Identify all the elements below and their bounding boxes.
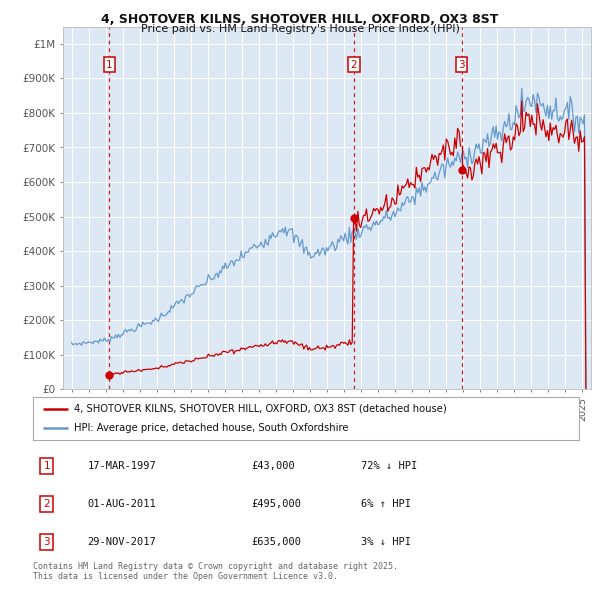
Text: 2: 2 xyxy=(350,60,357,70)
Text: 3% ↓ HPI: 3% ↓ HPI xyxy=(361,537,410,547)
Text: 4, SHOTOVER KILNS, SHOTOVER HILL, OXFORD, OX3 8ST: 4, SHOTOVER KILNS, SHOTOVER HILL, OXFORD… xyxy=(101,13,499,26)
Text: 3: 3 xyxy=(458,60,465,70)
Text: £635,000: £635,000 xyxy=(251,537,301,547)
Text: 72% ↓ HPI: 72% ↓ HPI xyxy=(361,461,417,471)
Text: 3: 3 xyxy=(43,537,50,547)
Text: 17-MAR-1997: 17-MAR-1997 xyxy=(88,461,157,471)
Text: Contains HM Land Registry data © Crown copyright and database right 2025.
This d: Contains HM Land Registry data © Crown c… xyxy=(33,562,398,581)
Text: 4, SHOTOVER KILNS, SHOTOVER HILL, OXFORD, OX3 8ST (detached house): 4, SHOTOVER KILNS, SHOTOVER HILL, OXFORD… xyxy=(74,404,446,414)
Text: 01-AUG-2011: 01-AUG-2011 xyxy=(88,499,157,509)
Text: 29-NOV-2017: 29-NOV-2017 xyxy=(88,537,157,547)
Text: £43,000: £43,000 xyxy=(251,461,295,471)
Text: HPI: Average price, detached house, South Oxfordshire: HPI: Average price, detached house, Sout… xyxy=(74,423,349,433)
Text: 2: 2 xyxy=(43,499,50,509)
Text: £495,000: £495,000 xyxy=(251,499,301,509)
Text: 1: 1 xyxy=(43,461,50,471)
Text: 1: 1 xyxy=(106,60,112,70)
Text: Price paid vs. HM Land Registry's House Price Index (HPI): Price paid vs. HM Land Registry's House … xyxy=(140,24,460,34)
Text: 6% ↑ HPI: 6% ↑ HPI xyxy=(361,499,410,509)
